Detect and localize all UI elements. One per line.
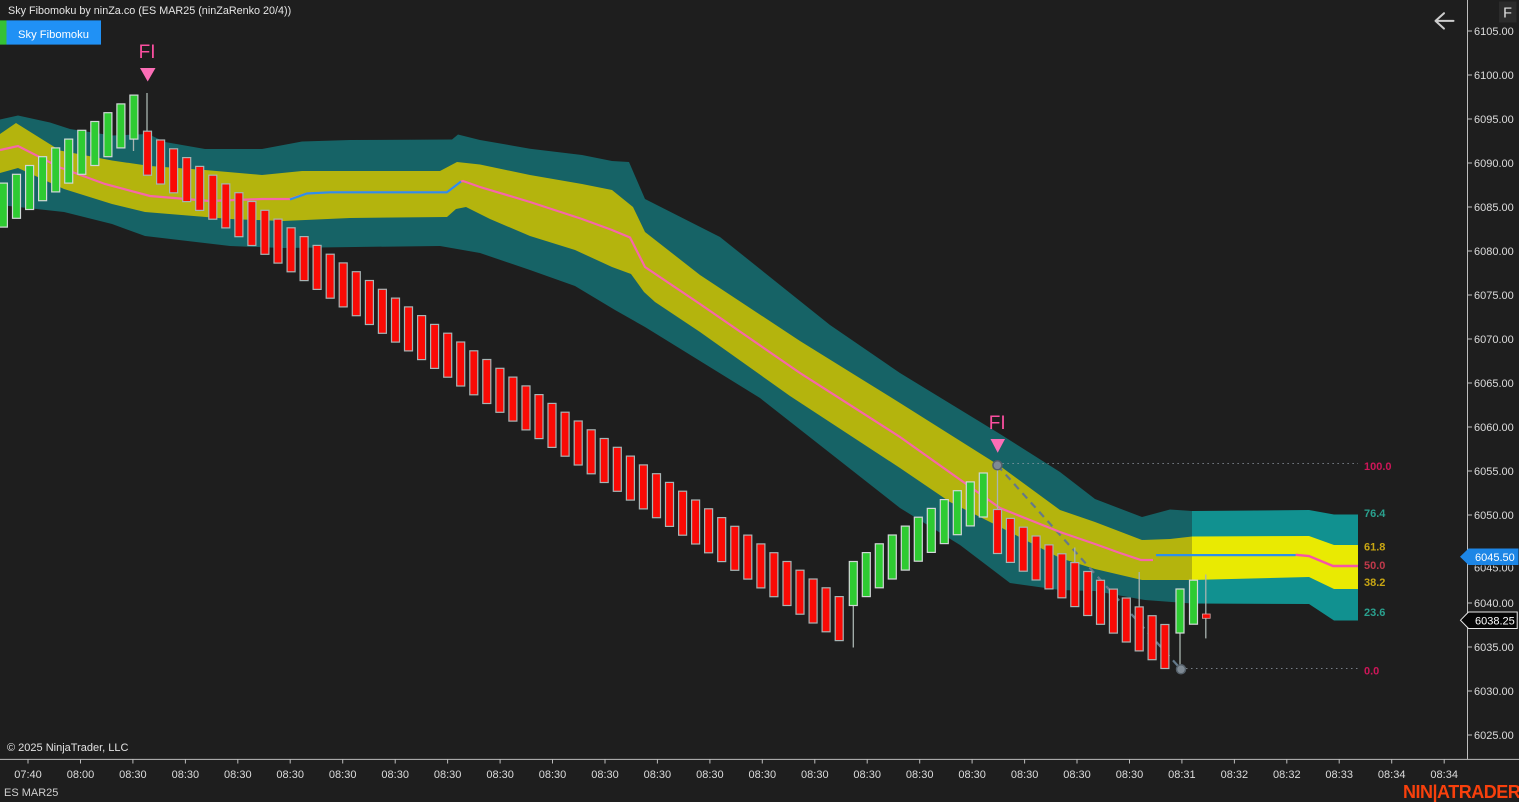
svg-text:ES MAR25: ES MAR25 xyxy=(4,787,58,799)
svg-text:50.0: 50.0 xyxy=(1364,560,1385,572)
svg-text:76.4: 76.4 xyxy=(1364,508,1386,520)
svg-text:Sky Fibomoku by ninZa.co (ES M: Sky Fibomoku by ninZa.co (ES MAR25 (ninZ… xyxy=(8,5,291,17)
svg-text:08:00: 08:00 xyxy=(67,769,95,781)
svg-text:6065.00: 6065.00 xyxy=(1474,378,1514,390)
svg-text:6038.25: 6038.25 xyxy=(1475,616,1515,628)
svg-text:08:30: 08:30 xyxy=(381,769,409,781)
svg-text:08:32: 08:32 xyxy=(1221,769,1249,781)
svg-text:6050.00: 6050.00 xyxy=(1474,510,1514,522)
svg-text:61.8: 61.8 xyxy=(1364,542,1385,554)
svg-text:08:30: 08:30 xyxy=(644,769,672,781)
svg-text:6085.00: 6085.00 xyxy=(1474,202,1514,214)
svg-text:08:30: 08:30 xyxy=(539,769,567,781)
svg-text:08:30: 08:30 xyxy=(276,769,304,781)
svg-text:FI: FI xyxy=(989,413,1006,434)
svg-text:6095.00: 6095.00 xyxy=(1474,114,1514,126)
svg-text:08:30: 08:30 xyxy=(696,769,724,781)
svg-text:08:31: 08:31 xyxy=(1168,769,1196,781)
svg-text:6070.00: 6070.00 xyxy=(1474,334,1514,346)
svg-text:08:30: 08:30 xyxy=(329,769,357,781)
svg-text:FI: FI xyxy=(139,42,156,63)
svg-text:Sky Fibomoku: Sky Fibomoku xyxy=(18,29,89,41)
svg-text:08:30: 08:30 xyxy=(853,769,881,781)
svg-text:6090.00: 6090.00 xyxy=(1474,158,1514,170)
svg-text:23.6: 23.6 xyxy=(1364,607,1385,619)
svg-text:F: F xyxy=(1503,6,1512,22)
svg-text:08:30: 08:30 xyxy=(434,769,462,781)
svg-text:08:30: 08:30 xyxy=(1011,769,1039,781)
svg-text:08:30: 08:30 xyxy=(1063,769,1091,781)
svg-text:08:33: 08:33 xyxy=(1325,769,1353,781)
svg-text:6100.00: 6100.00 xyxy=(1474,70,1514,82)
svg-text:08:30: 08:30 xyxy=(749,769,777,781)
svg-text:07:40: 07:40 xyxy=(14,769,42,781)
svg-text:08:30: 08:30 xyxy=(486,769,514,781)
svg-text:6045.50: 6045.50 xyxy=(1475,552,1515,564)
svg-text:6045.00: 6045.00 xyxy=(1474,563,1514,575)
svg-text:6080.00: 6080.00 xyxy=(1474,246,1514,258)
svg-text:NIN|ATRADER: NIN|ATRADER xyxy=(1403,782,1519,802)
svg-text:08:30: 08:30 xyxy=(119,769,147,781)
svg-text:08:30: 08:30 xyxy=(801,769,829,781)
svg-text:08:30: 08:30 xyxy=(906,769,934,781)
svg-text:6025.00: 6025.00 xyxy=(1474,730,1514,742)
svg-text:100.0: 100.0 xyxy=(1364,461,1392,473)
svg-text:08:30: 08:30 xyxy=(591,769,619,781)
svg-text:08:30: 08:30 xyxy=(958,769,986,781)
svg-text:6030.00: 6030.00 xyxy=(1474,686,1514,698)
svg-text:6055.00: 6055.00 xyxy=(1474,466,1514,478)
svg-text:08:34: 08:34 xyxy=(1430,769,1458,781)
svg-text:© 2025 NinjaTrader, LLC: © 2025 NinjaTrader, LLC xyxy=(7,742,128,754)
svg-text:6060.00: 6060.00 xyxy=(1474,422,1514,434)
svg-text:38.2: 38.2 xyxy=(1364,577,1385,589)
svg-text:08:34: 08:34 xyxy=(1378,769,1406,781)
svg-text:08:30: 08:30 xyxy=(1116,769,1144,781)
svg-text:08:30: 08:30 xyxy=(224,769,252,781)
svg-text:08:32: 08:32 xyxy=(1273,769,1301,781)
svg-text:6035.00: 6035.00 xyxy=(1474,642,1514,654)
svg-text:08:30: 08:30 xyxy=(172,769,200,781)
svg-text:6105.00: 6105.00 xyxy=(1474,26,1514,38)
svg-text:6075.00: 6075.00 xyxy=(1474,290,1514,302)
svg-text:6040.00: 6040.00 xyxy=(1474,598,1514,610)
svg-text:0.0: 0.0 xyxy=(1364,666,1379,678)
